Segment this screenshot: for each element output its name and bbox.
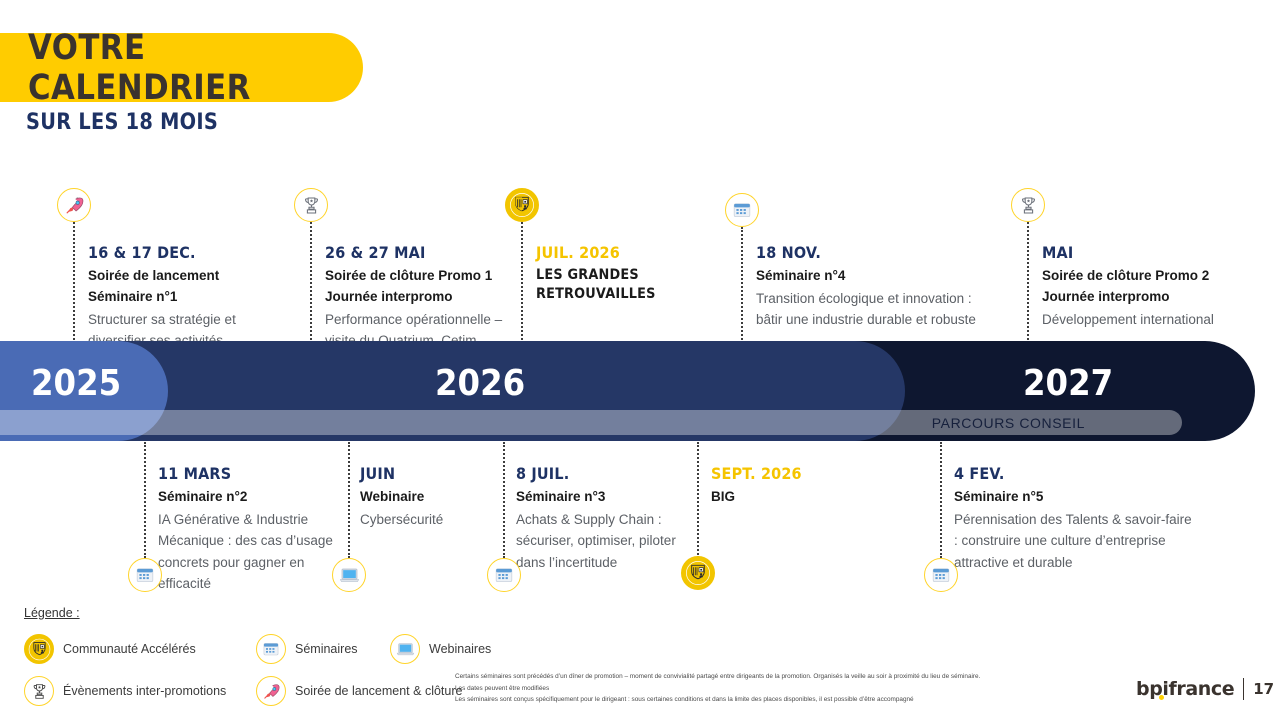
event-content: 16 & 17 DEC. Soirée de lancement Séminai…: [88, 243, 283, 352]
footnote-line-3: Les séminaires sont conçus spécifiquemen…: [455, 696, 914, 704]
brand-logo: bpifrance 17: [1136, 678, 1274, 700]
footnote-line-1: Certains séminaires sont précédés d’un d…: [455, 673, 981, 680]
connector-line: [310, 222, 312, 340]
event-subtitle: Journée interpromo: [325, 288, 453, 304]
calendar-icon: [487, 558, 521, 592]
event-date: JUIL. 2026: [536, 243, 620, 262]
legend-label: Webinaires: [429, 642, 492, 656]
connector-line: [697, 442, 699, 558]
legend-label: Communauté Accélérés: [63, 642, 196, 656]
legend-label: Évènements inter-promotions: [63, 684, 227, 698]
rocket-icon: [57, 188, 91, 222]
event-subtitle: BIG: [711, 489, 736, 504]
legend: Légende : Communauté Accélérés: [24, 606, 504, 710]
trophy-icon: [24, 676, 54, 706]
event-content: SEPT. 2026 BIG: [711, 464, 871, 508]
event-content: 8 JUIL. Séminaire n°3 Achats & Supply Ch…: [516, 464, 706, 573]
event-date: JUIN: [360, 464, 396, 483]
legend-title: Légende :: [24, 606, 80, 620]
timeline-segment-2025: [0, 341, 168, 441]
timeline-bar: PARCOURS CONSEIL 2025 2026 2027: [0, 341, 1255, 441]
connector-line: [144, 442, 146, 558]
page-subtitle: SUR LES 18 MOIS: [26, 110, 219, 135]
connector-line: [503, 442, 505, 558]
event-content: 26 & 27 MAI Soirée de clôture Promo 1 Jo…: [325, 243, 525, 352]
year-label-2025: 2025: [31, 363, 122, 404]
legend-item-communaute: Communauté Accélérés: [24, 634, 196, 664]
brand-dot-icon: [1159, 695, 1164, 700]
connector-line: [1027, 222, 1029, 340]
rocket-icon: [256, 676, 286, 706]
parcours-label: PARCOURS CONSEIL: [931, 414, 1085, 431]
event-description: Transition écologique et innovation : bâ…: [756, 290, 976, 328]
trophy-icon: [294, 188, 328, 222]
legend-item-webinaires: Webinaires: [390, 634, 491, 664]
brand-name: bpifrance: [1136, 678, 1235, 700]
event-subtitle: Soirée de clôture Promo 2: [1042, 268, 1210, 283]
calendar-icon: [924, 558, 958, 592]
page-title-pill: VOTRE CALENDRIER: [0, 28, 363, 108]
event-date: 4 FEV.: [954, 464, 1005, 483]
connector-line: [73, 222, 75, 340]
calendar-icon: [725, 193, 759, 227]
event-subtitle: Journée interpromo: [1042, 288, 1170, 304]
event-date: 18 NOV.: [756, 243, 821, 262]
parcours-track: [0, 410, 1182, 435]
connector-line: [940, 442, 942, 558]
year-label-2026: 2026: [435, 363, 526, 404]
event-subtitle: RETROUVAILLES: [536, 285, 656, 302]
event-description: IA Générative & Industrie Mécanique : de…: [158, 511, 333, 591]
event-description: Développement international: [1042, 311, 1214, 327]
legend-item-soiree: Soirée de lancement & clôture: [256, 676, 462, 706]
legend-label: Soirée de lancement & clôture: [295, 684, 463, 698]
laptop-icon: [390, 634, 420, 664]
calendar-icon: [128, 558, 162, 592]
event-date: 8 JUIL.: [516, 464, 570, 483]
event-subtitle: Séminaire n°3: [516, 489, 606, 504]
shield-badge-icon: [505, 188, 539, 222]
legend-item-evenements: Évènements inter-promotions: [24, 676, 226, 706]
page-number: 17: [1253, 680, 1275, 698]
connector-line: [521, 222, 523, 340]
connector-line: [348, 442, 350, 558]
event-date: MAI: [1042, 243, 1074, 262]
event-date: SEPT. 2026: [711, 464, 802, 483]
logo-separator: [1243, 678, 1245, 700]
event-content: JUIL. 2026 LES GRANDES RETROUVAILLES: [536, 243, 726, 304]
legend-label: Séminaires: [295, 642, 358, 656]
shield-badge-icon: [681, 556, 715, 590]
event-content: 11 MARS Séminaire n°2 IA Générative & In…: [158, 464, 338, 594]
shield-badge-icon: [24, 634, 54, 664]
event-content: MAI Soirée de clôture Promo 2 Journée in…: [1042, 243, 1252, 330]
event-subtitle: Séminaire n°2: [158, 489, 248, 504]
event-subtitle: Soirée de clôture Promo 1: [325, 268, 493, 283]
footnote: Certains séminaires sont précédés d’un d…: [455, 671, 1095, 706]
event-date: 16 & 17 DEC.: [88, 243, 196, 262]
year-label-2027: 2027: [1023, 363, 1114, 404]
calendar-icon: [256, 634, 286, 664]
event-subtitle: Soirée de lancement: [88, 268, 220, 283]
page-title: VOTRE CALENDRIER: [28, 27, 251, 108]
event-content: 4 FEV. Séminaire n°5 Pérennisation des T…: [954, 464, 1199, 573]
laptop-icon: [332, 558, 366, 592]
event-description: Achats & Supply Chain : sécuriser, optim…: [516, 511, 676, 570]
event-subtitle: Séminaire n°1: [88, 288, 178, 304]
event-content: JUIN Webinaire Cybersécurité: [360, 464, 520, 530]
event-subtitle: Séminaire n°4: [756, 268, 846, 283]
event-subtitle: LES GRANDES: [536, 267, 639, 283]
event-subtitle: Séminaire n°5: [954, 489, 1044, 504]
trophy-icon: [1011, 188, 1045, 222]
event-date: 26 & 27 MAI: [325, 243, 426, 262]
footnote-line-2: Les dates peuvent être modifiées: [455, 684, 550, 692]
legend-item-seminaires: Séminaires: [256, 634, 358, 664]
event-date: 11 MARS: [158, 464, 232, 483]
connector-line: [741, 227, 743, 340]
event-description: Cybersécurité: [360, 511, 444, 527]
event-subtitle: Webinaire: [360, 489, 425, 504]
event-description: Pérennisation des Talents & savoir-faire…: [954, 511, 1192, 570]
event-content: 18 NOV. Séminaire n°4 Transition écologi…: [756, 243, 991, 331]
legend-items: Communauté Accélérés Séminaires: [24, 634, 504, 710]
